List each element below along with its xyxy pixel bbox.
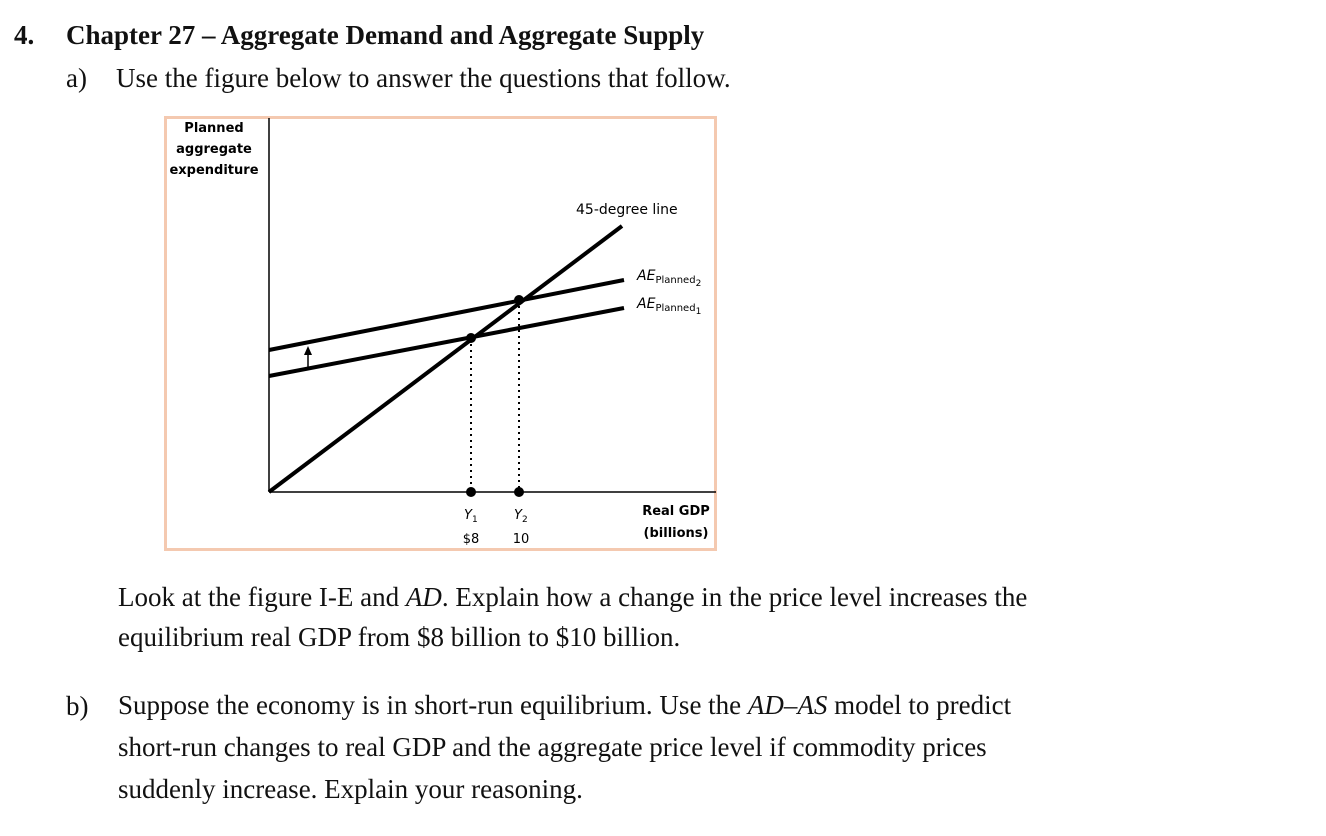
ae1-label: AEPlanned1 (636, 296, 701, 317)
part-a-intro-text: Use the figure below to answer the quest… (116, 63, 731, 93)
line-45-degree (267, 224, 624, 494)
y-axis-label-line1: Planned (184, 121, 243, 136)
y2-value-label: 10 (513, 532, 530, 547)
y1-value-label: $8 (463, 532, 480, 547)
part-b-line3: suddenly increase. Explain your reasonin… (118, 774, 583, 804)
part-b-label: b) (66, 691, 89, 721)
line-45-label: 45-degree line (576, 202, 678, 218)
part-a-line1-pre: Look at the figure I-E and (118, 582, 406, 612)
ae-planned-2-line (268, 278, 625, 352)
ae-figure-svg: Planned aggregate expenditure 45-degree … (164, 116, 717, 551)
part-a-question-line2: equilibrium real GDP from $8 billion to … (118, 622, 681, 652)
x-axis-label-line1: Real GDP (642, 504, 710, 519)
figure-frame (164, 116, 717, 551)
y-axis-label-line2: aggregate (176, 142, 252, 157)
y-axis-label-line3: expenditure (169, 163, 258, 178)
ae-planned-1-line (268, 306, 625, 378)
part-a-question-line1: Look at the figure I-E and AD. Explain h… (118, 576, 1027, 618)
equilibrium-1-dot (466, 333, 476, 343)
y2-tick-label: Y2 (514, 508, 528, 525)
shift-arrow-head (304, 346, 312, 355)
question-title: Chapter 27 – Aggregate Demand and Aggreg… (66, 20, 705, 50)
x-axis-label-line2: (billions) (644, 526, 709, 541)
part-b-label-wrap: b) (66, 684, 126, 728)
y2-axis-dot (514, 487, 524, 497)
question-number: 4. (14, 20, 35, 50)
y1-tick-label: Y1 (464, 508, 478, 525)
ae2-label: AEPlanned2 (636, 268, 701, 289)
part-a-intro: a) Use the figure below to answer the qu… (66, 56, 966, 100)
equilibrium-2-dot (514, 295, 524, 305)
part-a-line1-italic: AD (405, 582, 442, 612)
ae-figure: Planned aggregate expenditure 45-degree … (164, 116, 717, 551)
part-b-line1-pre: Suppose the economy is in short-run equi… (118, 690, 748, 720)
part-a-label: a) (66, 63, 87, 93)
part-b-line2: short-run changes to real GDP and the ag… (118, 732, 987, 762)
y1-axis-dot (466, 487, 476, 497)
question-heading: 4. Chapter 27 – Aggregate Demand and Aggr… (14, 20, 704, 51)
part-b-line1-post: model to predict (827, 690, 1012, 720)
part-b-line1-italic: AD–AS (747, 690, 828, 720)
part-b-line1: Suppose the economy is in short-run equi… (118, 684, 1011, 726)
part-a-line1-post: . Explain how a change in the price leve… (441, 582, 1028, 612)
